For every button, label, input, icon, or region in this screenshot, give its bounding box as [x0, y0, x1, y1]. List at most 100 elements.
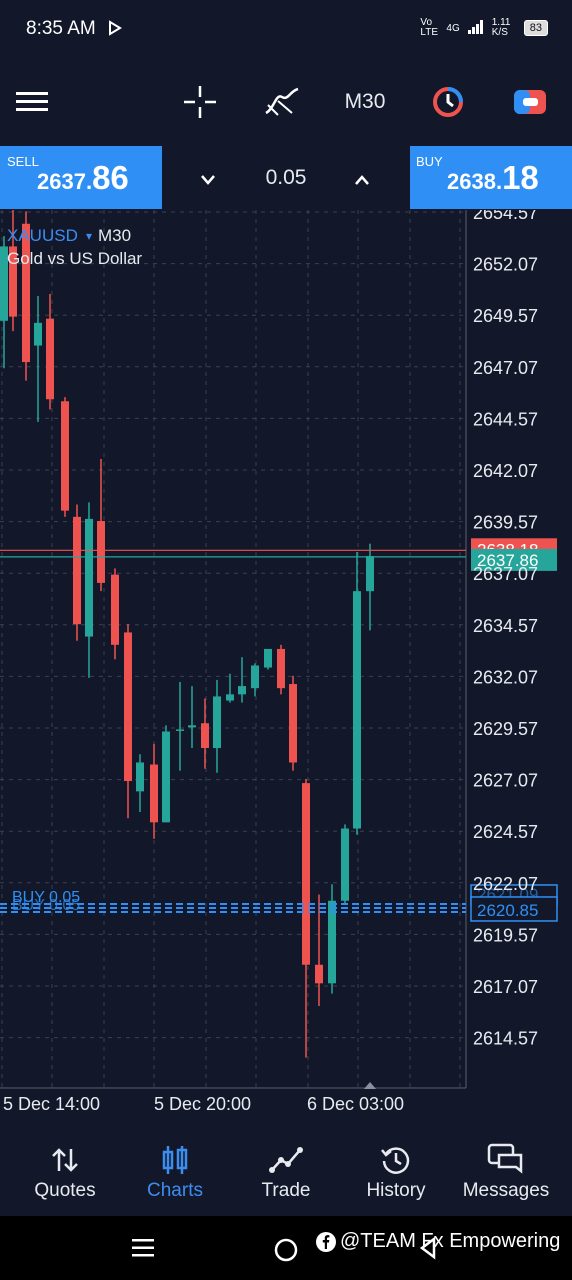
candle-body: [264, 648, 272, 668]
candle-body: [34, 322, 42, 346]
back-icon: [419, 1236, 436, 1260]
nav-trade[interactable]: Trade: [231, 1140, 341, 1202]
candle-body: [111, 574, 119, 645]
recents-icon: [132, 1239, 154, 1257]
objects-button[interactable]: [428, 80, 468, 124]
candle-body: [61, 401, 69, 511]
candle-body: [85, 518, 93, 637]
clock-chart-icon: [433, 87, 463, 117]
menu-button[interactable]: [14, 80, 50, 124]
candle-body: [315, 964, 323, 984]
chevron-down-icon: [201, 175, 215, 185]
buy-button[interactable]: BUY 2638.18: [410, 146, 572, 209]
sell-button[interactable]: SELL 2637.86: [0, 146, 162, 209]
back-button[interactable]: [418, 1236, 438, 1265]
scroll-marker-icon: [364, 1082, 376, 1089]
recents-button[interactable]: [132, 1238, 154, 1263]
candle-body: [341, 828, 349, 901]
volume-value[interactable]: 0.05: [265, 165, 307, 189]
candle-body: [302, 783, 310, 965]
buy-price-main: 2638.: [447, 169, 503, 194]
candle-body: [97, 520, 105, 583]
messages-icon: [487, 1143, 523, 1174]
price-axis-label: 2654.57: [473, 210, 538, 223]
candle-body: [289, 684, 297, 763]
nav-messages-label: Messages: [462, 1180, 550, 1201]
volume-control: 0.05: [162, 146, 410, 209]
one-click-icon: [514, 90, 546, 114]
price-axis-label: 2629.57: [473, 719, 538, 739]
chart-toolbar: M30: [0, 58, 572, 146]
timeframe-button[interactable]: M30: [344, 90, 386, 113]
bid-price-tag: [471, 548, 557, 571]
sell-price-big: 86: [92, 159, 129, 196]
price-axis-label: 2637.07: [473, 564, 538, 584]
price-axis-label: 2634.57: [473, 616, 538, 636]
price-axis-label: 2622.07: [473, 874, 538, 894]
symbol-dropdown-icon[interactable]: ▾: [86, 229, 92, 243]
price-axis-label: 2632.07: [473, 667, 538, 687]
nav-charts[interactable]: Charts: [120, 1140, 230, 1202]
candle-body: [46, 318, 54, 400]
volume-increase-button[interactable]: [354, 168, 370, 192]
position-price-tag: [470, 896, 558, 922]
buy-price: 2638.18: [447, 159, 539, 197]
crosshair-icon: [184, 86, 216, 118]
chart-timeframe: M30: [98, 226, 131, 245]
quotes-icon: [52, 1148, 78, 1172]
time-axis-label: 6 Dec 03:00: [307, 1094, 404, 1114]
candle-body: [328, 900, 336, 984]
one-click-trading-button[interactable]: [510, 80, 550, 124]
candle-body: [226, 694, 234, 701]
chevron-up-icon: [355, 175, 369, 185]
watermark-text: @TEAM Fx Empowering: [340, 1230, 561, 1252]
sell-price-main: 2637.: [37, 169, 93, 194]
price-axis-label: 2652.07: [473, 255, 538, 275]
crosshair-button[interactable]: [180, 80, 220, 124]
time-axis-label: 5 Dec 14:00: [3, 1094, 100, 1114]
price-axis: 2654.57 2652.07 2649.57 2647.07 2644.57 2642.…: [473, 203, 538, 1049]
volte-indicator: Vo LTE: [420, 17, 439, 38]
system-navigation-bar: [0, 1216, 572, 1280]
candle-body: [176, 729, 184, 731]
price-axis-label: 2624.57: [473, 822, 538, 842]
watermark: @TEAM Fx Empowering: [316, 1230, 560, 1253]
candle-body: [366, 556, 374, 592]
sell-price: 2637.86: [37, 159, 129, 197]
position-label: BUY 0.05: [12, 897, 80, 914]
candle-body: [213, 696, 221, 749]
candle-body: [238, 686, 246, 695]
chart-grid: [0, 210, 467, 1089]
price-axis-label: 2644.57: [473, 409, 538, 429]
price-axis-label: 2619.57: [473, 925, 538, 945]
price-axis-label: 2639.57: [473, 513, 538, 533]
candle-body: [0, 246, 8, 321]
price-axis-label: 2642.07: [473, 461, 538, 481]
time-axis: 5 Dec 14:00 5 Dec 20:00 6 Dec 03:00: [3, 1082, 404, 1114]
price-axis-label: 2614.57: [473, 1029, 538, 1049]
volume-decrease-button[interactable]: [200, 168, 216, 192]
status-time: 8:35 AM: [26, 18, 96, 39]
history-icon: [381, 1147, 410, 1174]
position-label: BUY 0.05: [12, 889, 80, 906]
nav-messages[interactable]: Messages: [451, 1140, 561, 1202]
symbol-name[interactable]: XAUUSD: [7, 226, 78, 245]
candle-body: [251, 665, 259, 689]
price-axis-label: 2647.07: [473, 358, 538, 378]
home-button[interactable]: [274, 1238, 298, 1267]
candle-body: [201, 723, 209, 749]
candles: [0, 192, 374, 1058]
nav-quotes[interactable]: Quotes: [10, 1140, 120, 1202]
home-circle-icon: [274, 1238, 298, 1262]
nav-history[interactable]: History: [341, 1140, 451, 1202]
facebook-icon: [316, 1231, 336, 1252]
candle-body: [162, 731, 170, 823]
indicators-button[interactable]: [262, 80, 302, 124]
play-icon: [108, 20, 122, 41]
nav-trade-label: Trade: [261, 1180, 311, 1201]
signal-icon: [467, 19, 484, 37]
price-axis-label: 2617.07: [473, 977, 538, 997]
